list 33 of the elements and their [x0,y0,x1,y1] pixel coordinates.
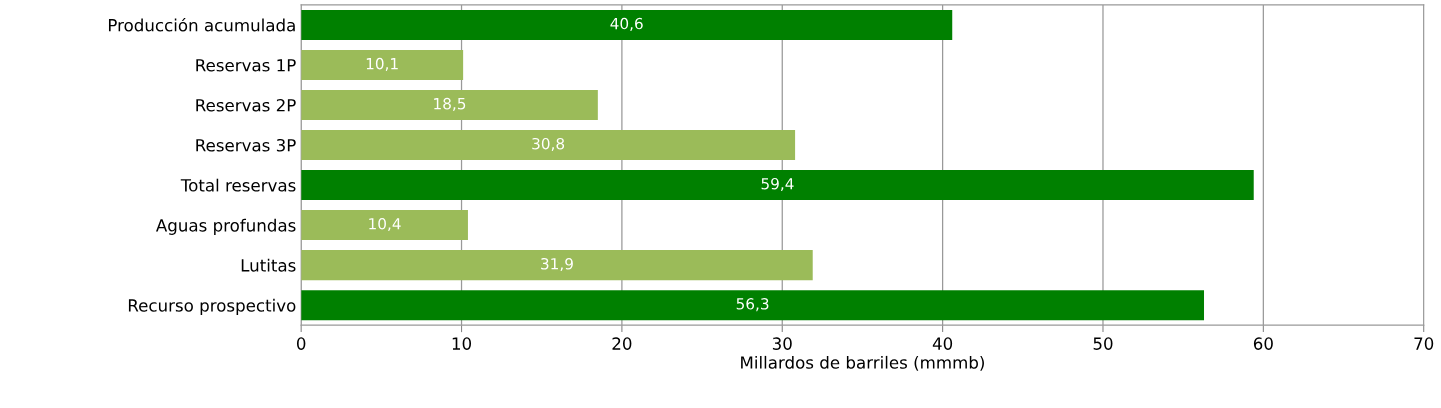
y-tick-label: Recurso prospectivo [128,298,296,315]
x-tick-label: 40 [932,337,953,350]
x-tick-label: 70 [1414,337,1434,350]
y-tick-label: Producción acumulada [108,17,295,32]
data-label: 18,5 [434,97,466,111]
y-tick-label: Lutitas [241,258,296,272]
y-tick-label: Reservas 3P [196,138,296,152]
bar [301,130,796,161]
bar [301,210,468,241]
bar [301,170,1254,201]
x-tick-label: 20 [612,337,632,350]
data-label: 10,1 [366,57,398,71]
x-tick-label: 60 [1253,337,1273,350]
data-label: 59,4 [761,177,794,192]
data-label: 30,8 [532,137,565,152]
y-tick-label: Reservas 1P [196,59,296,72]
x-tick-label: 10 [452,337,472,350]
y-tick-label: Total reservas [180,178,296,192]
bar [301,49,464,80]
y-tick-label: Reservas 2P [196,98,296,112]
bar [301,250,813,281]
x-tick-label: 0 [296,337,306,350]
y-tick-label: Aguas profundas [155,218,296,235]
data-label: 10,4 [369,217,401,232]
bar [301,89,598,120]
x-axis-title: Millardos de barriles (mmmb) [741,355,984,371]
data-label: 40,6 [610,17,643,31]
bar [301,290,1205,321]
x-tick-label: 30 [772,337,792,350]
bar [301,9,953,40]
data-label: 31,9 [541,258,573,272]
data-label: 56,3 [736,298,769,312]
x-tick-label: 50 [1093,337,1113,350]
